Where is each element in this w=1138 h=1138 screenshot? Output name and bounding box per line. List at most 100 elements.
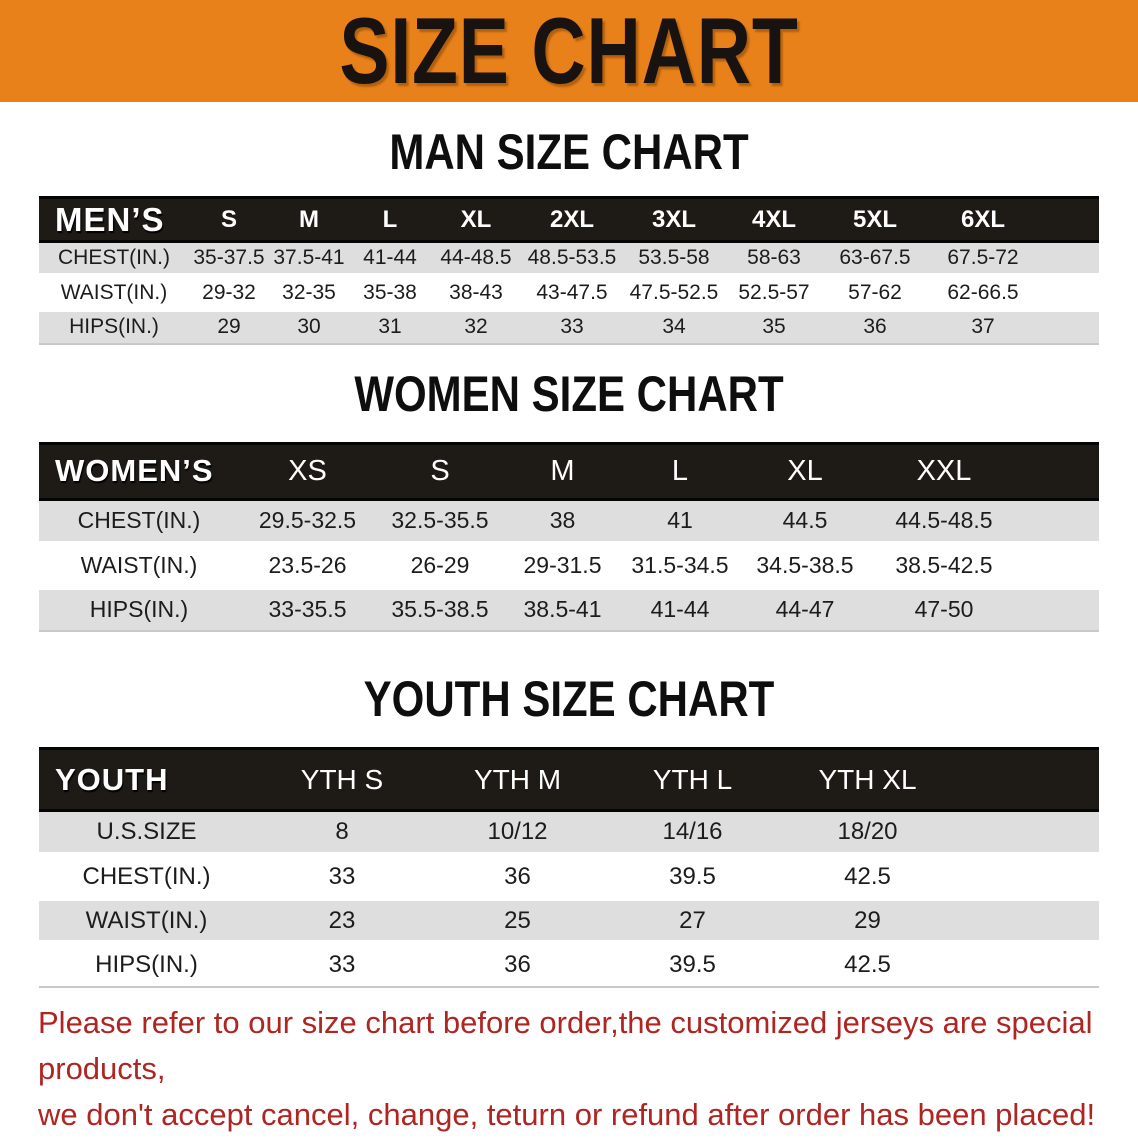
table-row: U.S.SIZE 8 10/12 14/16 18/20	[39, 810, 1099, 855]
table-body: CHEST(IN.) 35-37.5 37.5-41 41-44 44-48.5 48.5…	[39, 241, 1099, 344]
table-row: CHEST(IN.) 33 36 39.5 42.5	[39, 854, 1099, 899]
youth-size-heading: YOUTH SIZE CHART	[363, 671, 775, 727]
youth-size-table: YOUTH YTH S YTH M YTH L YTH XL U.S.SIZE 8 10/12…	[39, 747, 1099, 988]
size-column-header: 5XL	[823, 196, 927, 243]
table-cell: 67.5-72	[927, 241, 1039, 276]
table-cell: 34	[623, 309, 725, 344]
table-cell: 25	[430, 898, 605, 943]
table-cell: 31.5-34.5	[621, 543, 739, 587]
size-column-header: YTH XL	[780, 747, 955, 812]
row-label: CHEST(IN.)	[39, 241, 189, 276]
footer-note: Please refer to our size chart before or…	[0, 1000, 1138, 1138]
table-cell: 36	[430, 854, 605, 899]
table-cell: 30	[269, 309, 349, 344]
table-body: CHEST(IN.) 29.5-32.5 32.5-35.5 38 41 44.5 44.5…	[39, 499, 1099, 631]
youth-size-section: YOUTH SIZE CHART YOUTH YTH S YTH M YTH L YTH…	[0, 671, 1138, 988]
table-cell: 42.5	[780, 854, 955, 899]
row-label: WAIST(IN.)	[39, 275, 189, 310]
table-cell: 31	[349, 309, 431, 344]
row-spacer	[1017, 543, 1099, 587]
row-spacer	[1039, 275, 1099, 310]
table-cell: 39.5	[605, 854, 780, 899]
table-cell: 37.5-41	[269, 241, 349, 276]
size-column-header: 4XL	[725, 196, 823, 243]
table-cell: 48.5-53.5	[521, 241, 623, 276]
table-cell: 47-50	[871, 587, 1017, 631]
row-spacer	[1039, 309, 1099, 344]
row-spacer	[955, 854, 1099, 899]
size-column-header: S	[376, 441, 504, 501]
size-column-header: L	[349, 196, 431, 243]
table-cell: 29-32	[189, 275, 269, 310]
table-cell: 39.5	[605, 942, 780, 987]
size-column-header: YTH L	[605, 747, 780, 812]
table-row: HIPS(IN.) 29 30 31 32 33 34 35 36 37	[39, 309, 1099, 344]
table-head: WOMEN’S XS S M L XL XXL	[39, 441, 1099, 501]
man-size-table: MEN’S S M L XL 2XL 3XL 4XL 5XL 6XL CHEST(IN.) 35-37…	[39, 196, 1099, 345]
table-header-row: MEN’S S M L XL 2XL 3XL 4XL 5XL 6XL	[39, 196, 1099, 243]
size-column-header: XL	[739, 441, 871, 501]
man-size-section: MAN SIZE CHART MEN’S S M L XL 2XL 3XL 4XL 5XL 6XL…	[0, 124, 1138, 345]
table-row: WAIST(IN.) 23.5-26 26-29 29-31.5 31.5-34.5 34…	[39, 543, 1099, 587]
table-cell: 23	[254, 898, 430, 943]
table-corner-label: MEN’S	[39, 196, 189, 243]
table-cell: 57-62	[823, 275, 927, 310]
table-cell: 23.5-26	[239, 543, 376, 587]
table-cell: 37	[927, 309, 1039, 344]
row-label: HIPS(IN.)	[39, 587, 239, 631]
size-column-header: 3XL	[623, 196, 725, 243]
table-cell: 8	[254, 810, 430, 855]
table-cell: 29	[780, 898, 955, 943]
row-spacer	[955, 810, 1099, 855]
table-cell: 14/16	[605, 810, 780, 855]
footer-line-1: Please refer to our size chart before or…	[38, 1004, 1093, 1086]
table-cell: 44.5-48.5	[871, 499, 1017, 543]
table-body: U.S.SIZE 8 10/12 14/16 18/20 CHEST(IN.) 33 36 39…	[39, 810, 1099, 987]
size-column-header: M	[504, 441, 621, 501]
table-cell: 47.5-52.5	[623, 275, 725, 310]
size-column-header: S	[189, 196, 269, 243]
table-cell: 35	[725, 309, 823, 344]
table-cell: 32.5-35.5	[376, 499, 504, 543]
table-head: MEN’S S M L XL 2XL 3XL 4XL 5XL 6XL	[39, 196, 1099, 243]
table-cell: 29-31.5	[504, 543, 621, 587]
row-spacer	[955, 942, 1099, 987]
row-label: HIPS(IN.)	[39, 309, 189, 344]
banner: SIZE CHART	[0, 0, 1138, 102]
header-spacer	[1039, 196, 1099, 243]
table-cell: 41-44	[349, 241, 431, 276]
size-column-header: XS	[239, 441, 376, 501]
table-cell: 44.5	[739, 499, 871, 543]
table-cell: 34.5-38.5	[739, 543, 871, 587]
header-spacer	[955, 747, 1099, 812]
table-cell: 36	[430, 942, 605, 987]
table-corner-label: WOMEN’S	[39, 441, 239, 501]
table-cell: 38.5-42.5	[871, 543, 1017, 587]
table-cell: 33	[254, 854, 430, 899]
row-label: WAIST(IN.)	[39, 543, 239, 587]
table-cell: 10/12	[430, 810, 605, 855]
table-cell: 38.5-41	[504, 587, 621, 631]
table-header-row: WOMEN’S XS S M L XL XXL	[39, 441, 1099, 501]
size-column-header: YTH M	[430, 747, 605, 812]
table-cell: 33	[254, 942, 430, 987]
row-spacer	[1039, 241, 1099, 276]
women-size-section: WOMEN SIZE CHART WOMEN’S XS S M L XL XXL CHEST(…	[0, 366, 1138, 633]
row-label: U.S.SIZE	[39, 810, 254, 855]
table-row: HIPS(IN.) 33 36 39.5 42.5	[39, 942, 1099, 987]
table-row: CHEST(IN.) 35-37.5 37.5-41 41-44 44-48.5 48.5…	[39, 241, 1099, 276]
women-size-table: WOMEN’S XS S M L XL XXL CHEST(IN.) 29.5-32.5 32.5…	[39, 441, 1099, 633]
header-spacer	[1017, 441, 1099, 501]
table-cell: 44-48.5	[431, 241, 521, 276]
size-column-header: XL	[431, 196, 521, 243]
table-cell: 35.5-38.5	[376, 587, 504, 631]
size-column-header: YTH S	[254, 747, 430, 812]
table-cell: 41-44	[621, 587, 739, 631]
table-cell: 58-63	[725, 241, 823, 276]
women-size-heading: WOMEN SIZE CHART	[354, 365, 784, 422]
table-cell: 43-47.5	[521, 275, 623, 310]
table-row: HIPS(IN.) 33-35.5 35.5-38.5 38.5-41 41-44 44-…	[39, 587, 1099, 631]
table-row: WAIST(IN.) 29-32 32-35 35-38 38-43 43-47.5 47.…	[39, 275, 1099, 310]
row-spacer	[1017, 499, 1099, 543]
